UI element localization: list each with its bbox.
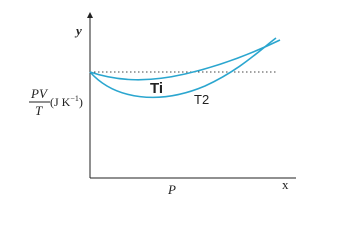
- curve-ti: [89, 39, 281, 81]
- denominator: T: [35, 103, 43, 118]
- x-label: x: [282, 177, 289, 192]
- diagram: y x P Ti T2 PV T (J K−1): [29, 12, 296, 197]
- t2-label: T2: [194, 92, 209, 107]
- unit-close: ): [79, 95, 83, 109]
- unit: (J K−1): [50, 94, 83, 109]
- curve-t2: [89, 37, 277, 99]
- unit-text: (J K: [50, 95, 71, 109]
- y-label: y: [74, 23, 82, 38]
- unit-exponent: −1: [70, 94, 79, 103]
- p-label: P: [167, 182, 176, 197]
- ti-label: Ti: [150, 80, 163, 97]
- numerator: PV: [30, 86, 49, 101]
